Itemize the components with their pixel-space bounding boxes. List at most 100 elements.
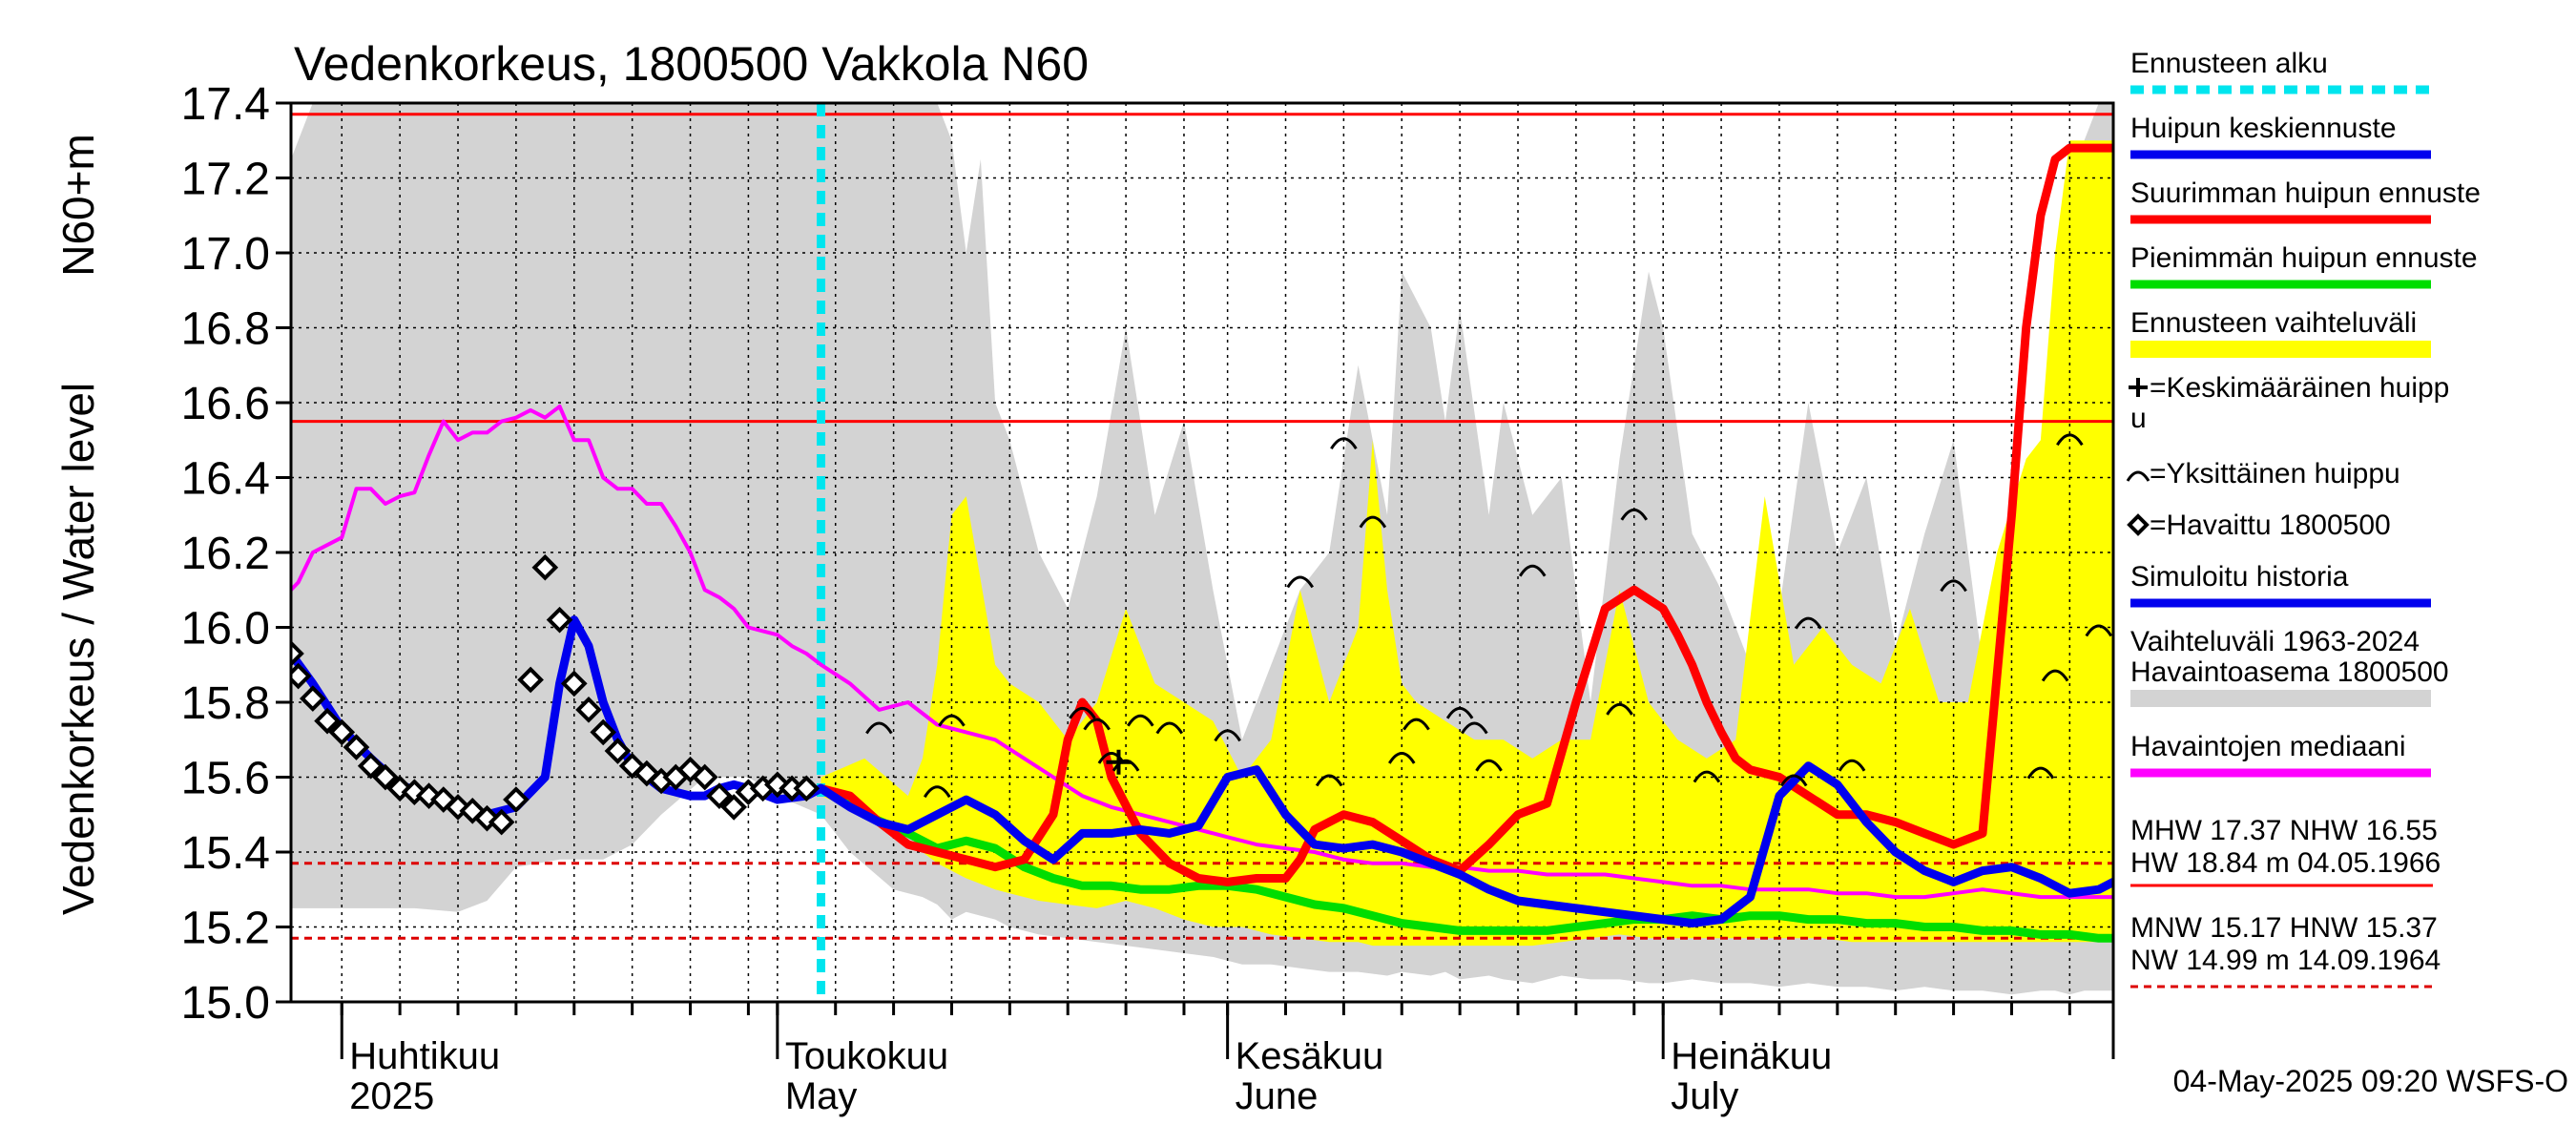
legend-label: Pienimmän huipun ennuste: [2130, 242, 2478, 274]
legend-swatch-diamond: [2127, 513, 2150, 536]
reference-lines: [291, 103, 2113, 1002]
observed-point: [720, 794, 748, 821]
y-tick-label: 15.8: [181, 678, 270, 729]
single-peak-mark: [938, 714, 966, 727]
x-month-label: Kesäkuu: [1236, 1035, 1384, 1077]
observed-point: [291, 640, 304, 667]
single-peak-mark: [1127, 714, 1154, 727]
legend-label: Vaihteluväli 1963-2024: [2130, 626, 2420, 657]
single-peak-mark: [1838, 759, 1866, 772]
chart-title: Vedenkorkeus, 1800500 Vakkola N60: [294, 37, 1089, 91]
legend-swatch-band: [2130, 690, 2431, 707]
single-peak-mark: [1387, 751, 1416, 764]
x-month-label: Toukokuu: [785, 1035, 948, 1077]
single-peak-mark: [1779, 774, 1808, 787]
legend-label: =Keskimääräinen huipp: [2150, 372, 2449, 404]
observed-point: [357, 752, 384, 780]
observed-point: [372, 763, 399, 791]
single-peak-mark: [1083, 718, 1111, 731]
y-axis-unit-label: N60+m: [53, 134, 103, 277]
series-lines: [291, 143, 2113, 943]
mean-peak-forecast-line: [817, 761, 2113, 928]
observed-point: [300, 685, 326, 712]
y-tick-label: 15.4: [181, 828, 270, 879]
single-peak-mark: [865, 721, 893, 735]
x-month-sublabel: May: [785, 1075, 858, 1117]
single-peak-mark: [1445, 706, 1474, 719]
legend-label: =Havaittu 1800500: [2150, 510, 2391, 541]
legend: Ennusteen alku Huipun keskiennuste Suurimm…: [2126, 48, 2481, 778]
single-peak-mark: [1475, 759, 1503, 772]
y-tick-label: 16.8: [181, 304, 270, 355]
observed-point: [314, 707, 341, 735]
observed-point: [401, 779, 428, 806]
y-tick-label: 17.4: [181, 79, 270, 130]
legend-label: =Yksittäinen huippu: [2150, 458, 2400, 489]
single-peak-mark: [923, 785, 951, 799]
single-peak-mark: [2056, 433, 2084, 447]
single-peak-mark: [1693, 770, 1721, 783]
forecast-range-band: [821, 140, 2113, 947]
single-peak-mark: [1214, 729, 1241, 742]
single-peak-mark: [1069, 706, 1096, 719]
single-peak-mark: [1155, 721, 1184, 735]
observed-point: [691, 763, 718, 791]
single-peak-mark: [1286, 575, 1315, 589]
y-tick-label: 17.0: [181, 229, 270, 280]
observed-point: [517, 666, 544, 694]
median-line: [291, 404, 2113, 900]
observed-point: [604, 738, 632, 764]
single-peak-mark: [1402, 718, 1430, 731]
single-peak-mark: [2026, 766, 2055, 780]
y-tick-label: 15.2: [181, 904, 270, 954]
observed-point: [575, 697, 602, 723]
y-tick-label: 16.4: [181, 454, 270, 505]
single-peak-mark: [1606, 702, 1633, 716]
single-peak-mark: [1620, 508, 1649, 521]
stats-mnw-hnw: MNW 15.17 HNW 15.37: [2130, 912, 2438, 944]
legend-label: Havaintojen mediaani: [2130, 731, 2406, 762]
y-tick-label: 16.6: [181, 379, 270, 429]
observed-point: [415, 782, 443, 809]
legend-label-line2: Havaintoasema 1800500: [2130, 656, 2449, 688]
observed-point: [343, 734, 370, 760]
stats-mhw-nhw: MHW 17.37 NHW 16.55: [2130, 815, 2438, 846]
x-month-label: Huhtikuu: [349, 1035, 500, 1077]
observed-point: [445, 794, 471, 821]
mean-peak-mark: [1106, 749, 1132, 775]
y-tick-label: 17.2: [181, 155, 270, 205]
observed-point: [706, 782, 733, 809]
series-markers: [291, 433, 2113, 836]
grid: [291, 103, 2113, 1002]
y-tick-label: 15.0: [181, 978, 270, 1029]
observed-point: [429, 786, 457, 813]
single-peak-mark: [1315, 774, 1343, 787]
legend-swatch-plus: [2129, 378, 2148, 397]
x-month-label: Heinäkuu: [1671, 1035, 1832, 1077]
single-peak-mark: [1795, 616, 1822, 630]
observed-point: [503, 786, 530, 813]
max-peak-forecast-line: [817, 143, 2113, 886]
x-month-sublabel: 2025: [349, 1075, 434, 1117]
legend-swatch-arc: [2126, 470, 2150, 482]
single-peak-mark: [1940, 579, 1967, 593]
axes: 15.0 15.2 15.4 15.6 15.8 16.0 16.2 16.4 16.6 16.8…: [181, 79, 2115, 1117]
observed-point: [676, 756, 704, 783]
observed-point: [764, 771, 791, 799]
observed-point: [488, 808, 515, 836]
observed-point: [560, 670, 588, 697]
x-month-sublabel: June: [1236, 1075, 1319, 1117]
legend-label-line2: u: [2130, 403, 2147, 434]
stats-nw: NW 14.99 m 14.09.1964: [2130, 945, 2441, 976]
y-tick-label: 16.0: [181, 604, 270, 655]
single-peak-mark: [2041, 669, 2069, 682]
observed-point: [793, 775, 821, 802]
legend-label: Ennusteen alku: [2130, 48, 2328, 79]
legend-label: Ennusteen vaihteluväli: [2130, 307, 2417, 339]
y-tick-label: 16.2: [181, 529, 270, 579]
observed-point: [590, 718, 617, 746]
stats-hw: HW 18.84 m 04.05.1966: [2130, 847, 2441, 879]
min-peak-forecast-line: [817, 783, 2113, 943]
y-axis-label: Vedenkorkeus / Water level: [53, 383, 103, 915]
